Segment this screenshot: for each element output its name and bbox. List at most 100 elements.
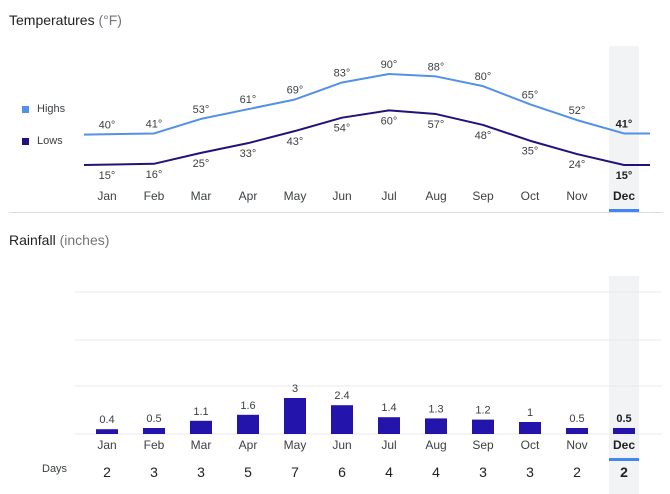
selected-month-indicator-temp — [609, 209, 639, 212]
temp-month-tick: Jul — [381, 189, 396, 203]
highs-data-label: 40° — [99, 120, 116, 132]
days-value: 4 — [385, 464, 393, 480]
temp-month-tick: Jan — [97, 189, 116, 203]
legend-lows-label: Lows — [37, 135, 63, 147]
rain-month-tick: Mar — [191, 438, 212, 452]
rain-data-label: 1.2 — [475, 405, 490, 417]
lows-data-label: 57° — [428, 119, 445, 131]
temperatures-title: Temperatures (°F) — [9, 12, 122, 28]
rain-bar — [96, 429, 118, 434]
lows-data-label: 25° — [193, 158, 210, 170]
selected-column-temp — [609, 46, 639, 212]
highs-data-label: 52° — [569, 105, 586, 117]
highs-data-label: 41° — [616, 118, 633, 130]
highs-data-label: 88° — [428, 61, 445, 73]
lows-data-label: 43° — [287, 136, 304, 148]
days-value: 7 — [291, 464, 299, 480]
rain-bar — [613, 428, 635, 434]
rain-bar — [378, 417, 400, 434]
highs-data-label: 90° — [381, 59, 398, 71]
highs-data-label: 53° — [193, 104, 210, 116]
highs-swatch-icon — [22, 105, 29, 113]
temp-month-tick: Nov — [566, 189, 587, 203]
lows-data-label: 35° — [522, 146, 539, 158]
temp-month-tick: Oct — [521, 189, 540, 203]
rain-month-tick: May — [284, 438, 307, 452]
rain-month-tick: Nov — [566, 438, 587, 452]
rain-bar — [237, 414, 259, 434]
days-value: 2 — [573, 464, 581, 480]
rain-bar — [566, 428, 588, 434]
legend-highs: Highs — [22, 103, 65, 115]
highs-data-label: 80° — [475, 71, 492, 83]
temp-month-tick: Aug — [425, 189, 446, 203]
days-value: 2 — [620, 464, 628, 480]
section-divider — [9, 212, 663, 213]
lows-data-label: 60° — [381, 115, 398, 127]
rain-data-label: 1.1 — [193, 406, 208, 418]
lows-data-label: 54° — [334, 123, 351, 135]
rain-data-label: 0.5 — [616, 413, 631, 425]
temp-month-tick: May — [284, 189, 307, 203]
rain-bar — [143, 428, 165, 434]
lows-data-label: 16° — [146, 169, 163, 181]
highs-data-label: 65° — [522, 89, 539, 101]
temp-month-tick: Jun — [332, 189, 351, 203]
lows-line — [83, 109, 650, 166]
rain-data-label: 1.6 — [240, 400, 255, 412]
days-value: 3 — [479, 464, 487, 480]
lows-swatch-icon — [22, 137, 29, 145]
rain-bar — [472, 419, 494, 434]
temp-month-tick: Sep — [472, 189, 494, 203]
rain-month-tick: Jul — [381, 438, 396, 452]
rain-bar — [284, 398, 306, 434]
rain-month-tick: Apr — [239, 438, 258, 452]
rain-month-tick: Feb — [144, 438, 165, 452]
highs-data-label: 41° — [146, 118, 163, 130]
temp-month-tick: Dec — [613, 189, 635, 203]
rain-data-label: 2.4 — [334, 390, 349, 402]
temp-month-tick: Mar — [191, 189, 212, 203]
rainfall-title-text: Rainfall — [9, 232, 56, 248]
highs-line — [83, 73, 650, 136]
days-value: 3 — [526, 464, 534, 480]
selected-month-indicator-days — [609, 458, 639, 461]
rain-month-tick: Aug — [425, 438, 446, 452]
lows-data-label: 24° — [569, 159, 586, 171]
days-value: 5 — [244, 464, 252, 480]
legend-lows: Lows — [22, 135, 63, 147]
lows-data-label: 48° — [475, 130, 492, 142]
rainfall-title: Rainfall (inches) — [9, 232, 109, 248]
selected-column-rain — [609, 276, 639, 494]
rain-data-label: 1.4 — [381, 402, 396, 414]
rain-bar — [190, 420, 212, 434]
days-value: 4 — [432, 464, 440, 480]
highs-data-label: 69° — [287, 84, 304, 96]
legend-highs-label: Highs — [37, 103, 66, 115]
rain-data-label: 0.4 — [99, 414, 114, 426]
days-value: 3 — [150, 464, 158, 480]
days-value: 3 — [197, 464, 205, 480]
temperatures-title-text: Temperatures — [9, 12, 95, 28]
highs-data-label: 61° — [240, 94, 257, 106]
temp-month-tick: Apr — [239, 189, 258, 203]
rain-month-tick: Jun — [332, 438, 351, 452]
rain-data-label: 1 — [527, 407, 533, 419]
rain-month-tick: Sep — [472, 438, 494, 452]
lows-data-label: 15° — [616, 170, 633, 182]
highs-data-label: 83° — [334, 67, 351, 79]
rain-month-tick: Jan — [97, 438, 116, 452]
rain-month-tick: Oct — [521, 438, 540, 452]
rain-data-label: 0.5 — [146, 413, 161, 425]
days-value: 2 — [103, 464, 111, 480]
rain-data-label: 0.5 — [569, 413, 584, 425]
rainfall-unit: (inches) — [59, 232, 110, 248]
lows-data-label: 15° — [99, 170, 116, 182]
lows-data-label: 33° — [240, 148, 257, 160]
rain-bar — [331, 405, 353, 434]
days-value: 6 — [338, 464, 346, 480]
rain-month-tick: Dec — [613, 438, 635, 452]
rain-data-label: 1.3 — [428, 403, 443, 415]
temperatures-unit: (°F) — [98, 12, 122, 28]
